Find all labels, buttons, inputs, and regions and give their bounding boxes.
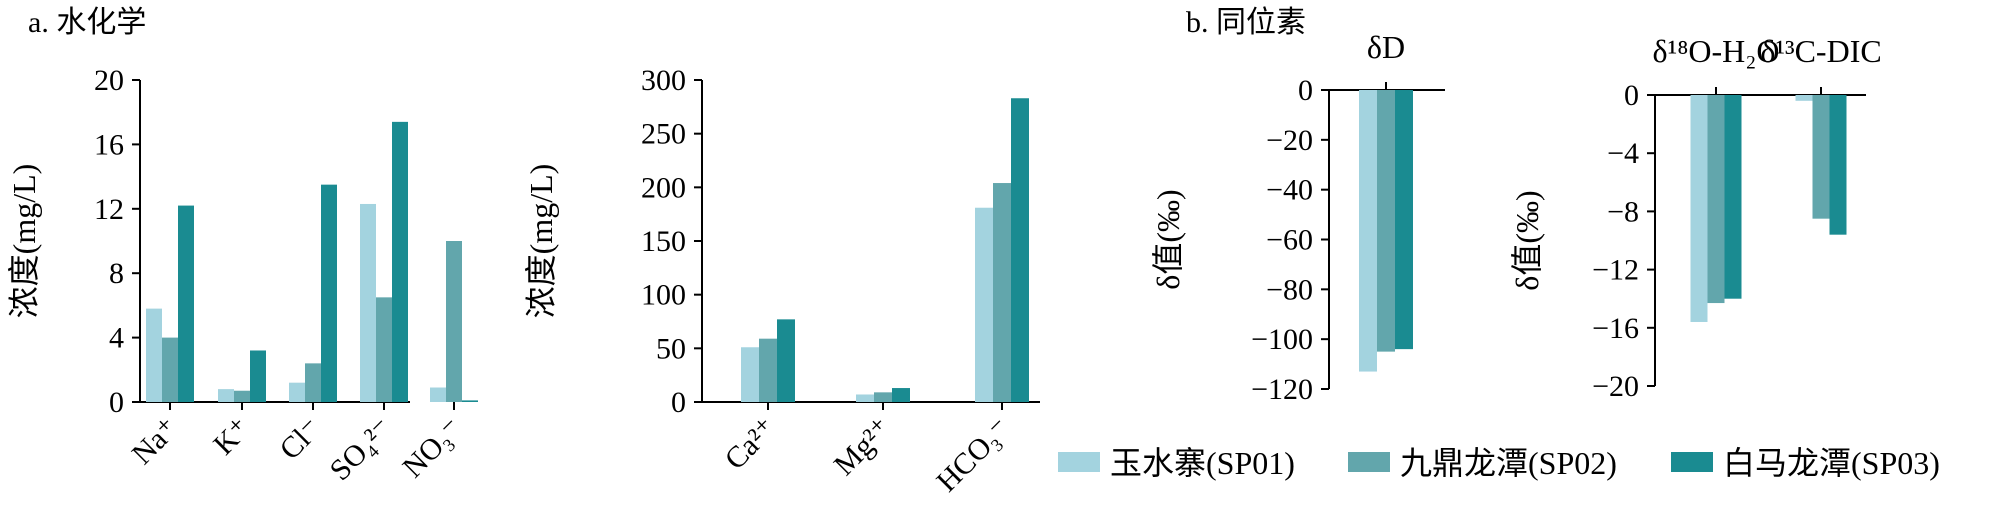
bar-1 bbox=[975, 207, 993, 402]
legend-label: 玉水寨(SP01) bbox=[1110, 445, 1295, 481]
bar-3 bbox=[321, 184, 337, 402]
x-tick-label: Mg²⁺ bbox=[828, 412, 898, 482]
chart-3: 0 −20 −40 −60 −80 −100 −120 δ值(‰) δD bbox=[1150, 29, 1445, 406]
bar-2 bbox=[993, 183, 1011, 402]
bar-1 bbox=[289, 382, 305, 402]
bar-2 bbox=[162, 337, 178, 402]
bar-3 bbox=[1829, 95, 1847, 235]
y-tick-label: 200 bbox=[641, 171, 686, 204]
y-axis-label: δ值(‰) bbox=[1509, 190, 1545, 290]
y-tick-label: −16 bbox=[1592, 312, 1639, 345]
legend-swatch bbox=[1671, 452, 1713, 472]
y-tick-label: 4 bbox=[109, 322, 124, 355]
bar-3 bbox=[178, 205, 194, 402]
bar-1 bbox=[1690, 95, 1708, 322]
x-tick-label: HCO₃⁻ bbox=[930, 412, 1017, 499]
bar-2 bbox=[759, 338, 777, 402]
category-label: δ¹³C-DIC bbox=[1760, 33, 1881, 69]
x-tick-label: Na⁺ bbox=[126, 412, 185, 471]
bar-1 bbox=[741, 347, 759, 402]
y-tick-label: 8 bbox=[109, 257, 124, 290]
y-tick-label: −40 bbox=[1266, 174, 1313, 207]
bar-3 bbox=[777, 319, 795, 402]
category-label: δD bbox=[1367, 29, 1405, 65]
bar-3 bbox=[392, 121, 408, 403]
y-tick-label: −80 bbox=[1266, 273, 1313, 306]
y-tick-label: 16 bbox=[94, 128, 124, 161]
bar-3 bbox=[1724, 95, 1742, 299]
bar-2 bbox=[1812, 95, 1830, 219]
x-tick-label: Cl⁻ bbox=[273, 412, 328, 467]
legend-swatch bbox=[1348, 452, 1390, 472]
y-tick-label: 12 bbox=[94, 193, 124, 226]
panel-label-b: b. 同位素 bbox=[1186, 6, 1306, 39]
y-tick-label: 20 bbox=[94, 64, 124, 97]
bar-1 bbox=[856, 394, 874, 402]
charts: 0 4 8 12 16 20 浓度(mg/L) Na⁺ K⁺ Cl⁻SO₄²⁻NO₃⁻ 0 50 100… bbox=[6, 29, 1882, 498]
category-label: δ¹⁸O-H₂O bbox=[1653, 33, 1780, 69]
bar-1 bbox=[1795, 95, 1813, 101]
bar-3 bbox=[462, 400, 478, 402]
y-tick-label: 0 bbox=[1624, 79, 1639, 112]
legend-label: 九鼎龙潭(SP02) bbox=[1400, 445, 1617, 481]
y-tick-label: −8 bbox=[1607, 195, 1639, 228]
y-axis-label: 浓度(mg/L) bbox=[6, 164, 42, 319]
legend-label: 白马龙潭(SP03) bbox=[1723, 445, 1940, 481]
legend-swatch bbox=[1058, 452, 1100, 472]
bar-3 bbox=[1011, 98, 1029, 402]
x-tick-label: NO₃⁻ bbox=[396, 412, 469, 485]
chart-2: 0 50 100 150 200 250 300 浓度(mg/L) Ca²⁺ Mg²⁺ HCO₃⁻ bbox=[523, 64, 1040, 498]
y-tick-label: −20 bbox=[1266, 124, 1313, 157]
legend-item: 九鼎龙潭(SP02) bbox=[1348, 445, 1617, 481]
bar-2 bbox=[1707, 95, 1725, 304]
y-axis-label: δ值(‰) bbox=[1150, 189, 1186, 289]
chart-1: 0 4 8 12 16 20 浓度(mg/L) Na⁺ K⁺ Cl⁻SO₄²⁻NO₃⁻ bbox=[6, 64, 478, 487]
y-tick-label: 0 bbox=[671, 386, 686, 419]
y-tick-label: −4 bbox=[1607, 137, 1639, 170]
y-tick-label: −120 bbox=[1251, 373, 1313, 406]
y-tick-label: −100 bbox=[1251, 323, 1313, 356]
y-axis-label: 浓度(mg/L) bbox=[523, 164, 559, 319]
x-tick-label: SO₄²⁻ bbox=[324, 412, 399, 487]
y-tick-label: 0 bbox=[1298, 74, 1313, 107]
bar-3 bbox=[892, 388, 910, 402]
bar-1 bbox=[146, 308, 162, 402]
legend-item: 白马龙潭(SP03) bbox=[1671, 445, 1940, 481]
bar-2 bbox=[1377, 90, 1395, 352]
y-tick-label: −12 bbox=[1592, 254, 1639, 287]
x-tick-label: Ca²⁺ bbox=[718, 412, 782, 476]
y-tick-label: 100 bbox=[641, 279, 686, 312]
legend: 玉水寨(SP01) 九鼎龙潭(SP02) 白马龙潭(SP03) bbox=[1058, 445, 1940, 481]
x-tick-label: K⁺ bbox=[207, 412, 257, 462]
y-tick-label: 150 bbox=[641, 225, 686, 258]
bar-2 bbox=[446, 241, 462, 402]
bar-1 bbox=[430, 387, 446, 402]
bar-1 bbox=[218, 389, 234, 402]
bar-1 bbox=[1359, 90, 1377, 372]
y-tick-label: 0 bbox=[109, 386, 124, 419]
y-tick-label: −20 bbox=[1592, 370, 1639, 403]
bar-2 bbox=[376, 297, 392, 402]
y-tick-label: −60 bbox=[1266, 224, 1313, 257]
y-tick-label: 300 bbox=[641, 64, 686, 97]
bar-2 bbox=[234, 390, 250, 402]
bar-1 bbox=[360, 203, 376, 402]
bar-3 bbox=[250, 350, 266, 402]
bar-2 bbox=[305, 363, 321, 402]
y-tick-label: 250 bbox=[641, 118, 686, 151]
y-tick-label: 50 bbox=[656, 332, 686, 365]
panel-label-a: a. 水化学 bbox=[28, 6, 146, 39]
bar-2 bbox=[874, 392, 892, 402]
legend-item: 玉水寨(SP01) bbox=[1058, 445, 1295, 481]
bar-3 bbox=[1395, 90, 1413, 350]
